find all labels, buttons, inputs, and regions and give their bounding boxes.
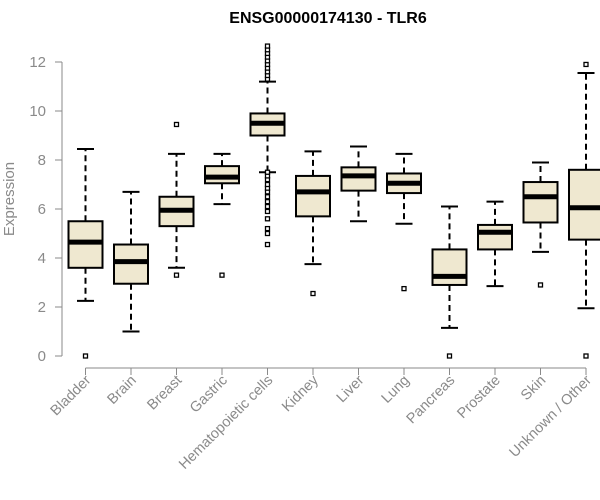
- x-tick-label: Skin: [518, 373, 549, 404]
- y-tick-label: 8: [38, 152, 46, 169]
- outlier-point: [310, 290, 316, 297]
- outlier-point: [173, 272, 180, 278]
- x-tick-label: Gastric: [187, 373, 231, 417]
- y-tick-label: 2: [38, 299, 46, 316]
- outlier-point: [264, 225, 271, 232]
- outlier-point: [264, 169, 271, 175]
- outlier-point: [264, 181, 271, 188]
- x-tick-label: Breast: [144, 373, 185, 414]
- outlier-point: [82, 353, 89, 359]
- x-tick-label: Unknown / Other: [507, 372, 595, 460]
- outlier-point: [583, 61, 589, 68]
- outlier-point: [264, 230, 271, 237]
- box-iqr: [431, 248, 468, 286]
- outlier-point: [264, 198, 271, 205]
- x-tick-label: Bladder: [48, 372, 95, 419]
- outlier-point: [264, 43, 271, 49]
- x-tick-label: Brain: [105, 373, 140, 408]
- y-tick-label: 12: [29, 54, 46, 71]
- outlier-point: [264, 203, 271, 210]
- outlier-point: [219, 272, 225, 278]
- box-iqr: [568, 168, 600, 241]
- x-tick-label: Lung: [379, 373, 413, 407]
- outlier-point: [264, 216, 271, 222]
- y-tick-label: 10: [29, 103, 46, 120]
- y-tick-label: 0: [38, 348, 46, 365]
- chart-title: ENSG00000174130 - TLR6: [229, 10, 427, 27]
- box-iqr: [340, 166, 377, 192]
- box-iqr: [295, 174, 331, 218]
- outlier-point: [401, 285, 407, 292]
- y-tick-label: 6: [38, 201, 46, 218]
- y-tick-label: 4: [38, 250, 46, 267]
- outlier-point: [264, 241, 271, 248]
- outlier-point: [446, 353, 453, 359]
- y-axis-label: Expression: [1, 162, 18, 236]
- box-iqr: [522, 181, 559, 224]
- outlier-point: [583, 353, 589, 359]
- x-tick-label: Kidney: [279, 372, 322, 415]
- x-tick-label: Pancreas: [404, 373, 459, 428]
- box-iqr: [477, 223, 513, 251]
- x-tick-label: Liver: [334, 372, 368, 406]
- x-tick-label: Prostate: [454, 373, 503, 422]
- outlier-point: [173, 121, 180, 128]
- outlier-point: [264, 194, 271, 200]
- outlier-point: [264, 208, 271, 215]
- outlier-point: [537, 282, 544, 288]
